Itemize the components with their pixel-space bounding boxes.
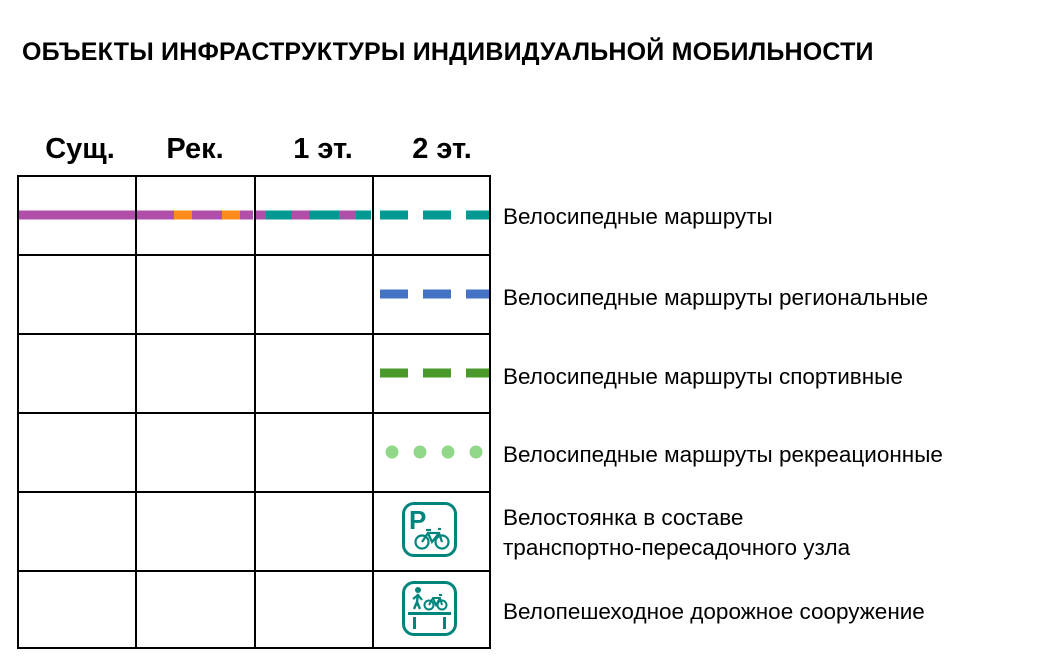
recreational-route-dot — [469, 445, 483, 459]
legend-label-regional-routes: Велосипедные маршруты региональные — [503, 285, 929, 310]
legend-label-bike-parking: Велостоянка в составе транспортно-переса… — [503, 503, 850, 563]
parking-letter: P — [409, 505, 426, 535]
page-title: ОБЪЕКТЫ ИНФРАСТРУКТУРЫ ИНДИВИДУАЛЬНОЙ МО… — [22, 38, 874, 66]
grid-row-divider — [19, 333, 489, 335]
pedestrian-bike-bridge-icon — [402, 581, 457, 636]
column-header-stage-1: 1 эт. — [293, 133, 353, 165]
column-header-stage-2: 2 эт. — [412, 133, 472, 165]
legend-label-pedestrian-bike-structure: Велопешеходное дорожное сооружение — [503, 599, 925, 624]
recreational-route-dot — [441, 445, 455, 459]
grid-row-divider — [19, 254, 489, 256]
legend-label-line: Велостоянка в составе — [503, 505, 744, 530]
bike-parking-icon: P — [402, 502, 457, 557]
grid-row-divider — [19, 570, 489, 572]
legend-grid — [17, 175, 491, 649]
bicycle-icon — [414, 527, 450, 550]
pedestrian-icon — [412, 587, 423, 610]
recreational-route-dot — [413, 445, 427, 459]
column-header-recommended: Рек. — [166, 133, 224, 165]
legend-label-line: транспортно-пересадочного узла — [503, 535, 851, 560]
legend-label-recreational-routes: Велосипедные маршруты рекреационные — [503, 442, 943, 467]
bicycle-icon — [423, 594, 448, 611]
legend-label-bicycle-routes: Велосипедные маршруты — [503, 204, 773, 229]
grid-row-divider — [19, 491, 489, 493]
legend-label-sport-routes: Велосипедные маршруты спортивные — [503, 364, 903, 389]
bridge-icon — [408, 612, 451, 629]
grid-row-divider — [19, 412, 489, 414]
column-header-existing: Сущ. — [45, 133, 115, 165]
recreational-route-dot — [385, 445, 399, 459]
